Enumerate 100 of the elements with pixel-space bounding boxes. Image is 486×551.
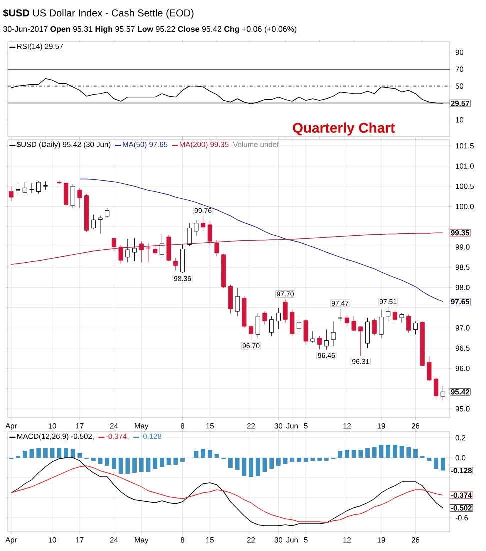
bar (235, 458, 240, 470)
candlestick (317, 336, 322, 350)
bar (427, 458, 432, 461)
candlestick (16, 183, 21, 196)
candlestick (91, 214, 96, 230)
candlestick (344, 314, 350, 327)
candlestick (379, 310, 384, 339)
candlestick (352, 316, 356, 332)
bar (36, 448, 42, 458)
bar (352, 450, 356, 458)
candlestick (276, 308, 281, 330)
bar (366, 448, 370, 458)
bar (30, 448, 34, 458)
bar (132, 458, 137, 473)
bar (310, 458, 316, 461)
bar (414, 448, 418, 458)
candlestick (22, 182, 28, 194)
candlestick (153, 244, 158, 256)
bar (57, 448, 62, 458)
candlestick (296, 318, 302, 334)
candlestick (358, 326, 364, 356)
bar (64, 448, 68, 458)
candlestick (146, 242, 151, 263)
candlestick (270, 316, 274, 336)
candlestick (262, 311, 268, 326)
candlestick (64, 181, 69, 206)
bar (166, 458, 172, 465)
candlestick (434, 378, 439, 400)
candlestick (166, 234, 172, 262)
candlestick (406, 314, 412, 334)
annotation: Quarterly Chart (293, 122, 396, 136)
candlestick (9, 186, 14, 202)
candlestick (78, 188, 82, 209)
candlestick (208, 221, 212, 246)
candlestick (290, 310, 295, 336)
candlestick (392, 310, 398, 322)
bar (406, 446, 412, 458)
bar (98, 458, 103, 464)
bar (256, 458, 260, 476)
candlestick (160, 234, 164, 257)
bar (146, 458, 151, 472)
bar (276, 458, 281, 466)
bar (91, 458, 96, 461)
candlestick (187, 223, 192, 247)
candlestick (304, 319, 308, 345)
candlestick (194, 220, 199, 236)
bar (50, 448, 55, 458)
bar (304, 458, 308, 462)
candlestick (372, 318, 377, 336)
bar (324, 458, 329, 461)
candlestick (413, 321, 418, 335)
bar (434, 458, 438, 469)
bar (43, 448, 48, 458)
bar (297, 458, 302, 462)
bar (126, 458, 130, 474)
bar (214, 454, 220, 458)
bar (318, 458, 322, 461)
bar (379, 444, 384, 458)
bar (400, 446, 404, 458)
bar (440, 458, 446, 471)
bar (208, 450, 212, 458)
candlestick (400, 312, 404, 324)
bar (70, 448, 76, 458)
bar (105, 458, 110, 466)
bar (372, 446, 377, 458)
candlestick (214, 240, 220, 257)
bar (201, 448, 206, 458)
bar (78, 452, 82, 458)
bar (242, 458, 247, 476)
candlestick (386, 307, 391, 322)
bar (112, 458, 116, 469)
candlestick (283, 300, 288, 324)
text: 30-Jun-2017 Open 95.31 High 95.57 Low 95.22 Close 95.42 Chg +0.06 (+0.06%) (4, 26, 297, 34)
candlestick (235, 288, 240, 317)
bar (262, 458, 268, 472)
chart-title: $USD US Dollar Index - Cash Settle (EOD) (3, 9, 194, 19)
bar (386, 444, 391, 458)
candlestick (331, 321, 336, 347)
bar (139, 458, 144, 472)
bar (174, 458, 178, 465)
bar (180, 458, 185, 462)
candlestick (105, 208, 110, 218)
candlestick (112, 236, 117, 252)
candlestick (174, 258, 178, 271)
candlestick (324, 330, 329, 350)
candlestick (228, 284, 234, 314)
bar (290, 458, 295, 462)
bar (338, 450, 343, 458)
candlestick (118, 244, 124, 264)
bar (345, 450, 350, 458)
candlestick (126, 238, 130, 263)
candlestick (139, 241, 144, 263)
bar (118, 458, 124, 474)
bar (228, 458, 233, 468)
candlestick (440, 386, 446, 400)
bar (153, 458, 158, 469)
bar (358, 450, 364, 458)
candlestick (30, 183, 34, 194)
candlestick (338, 308, 343, 322)
bar (283, 458, 288, 464)
